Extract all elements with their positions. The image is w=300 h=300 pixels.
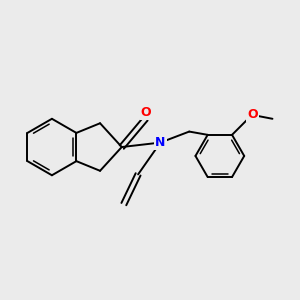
Text: O: O [247, 108, 258, 122]
Text: N: N [155, 136, 166, 149]
Text: O: O [141, 106, 152, 119]
